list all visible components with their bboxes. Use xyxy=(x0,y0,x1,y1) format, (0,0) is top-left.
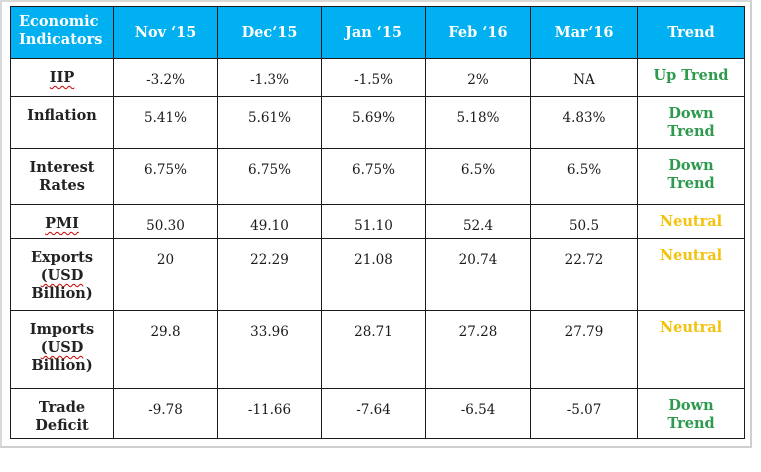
trend-line: Trend xyxy=(667,123,715,140)
cell-jan-15: -7.64 xyxy=(321,388,426,439)
cell-nov-15: 20 xyxy=(113,238,218,311)
label-line: Billion) xyxy=(31,285,93,302)
cell-jan-15: 5.69% xyxy=(321,96,426,149)
header-feb-16: Feb ‘16 xyxy=(425,6,531,59)
row-label: Inflation xyxy=(10,96,114,149)
trend-line: Neutral xyxy=(659,319,723,336)
cell-jan-15: -1.5% xyxy=(321,58,426,97)
table-row-imports: Imports (USD Billion) 29.8 33.96 28.71 27.… xyxy=(10,310,745,389)
cell-jan-15: 6.75% xyxy=(321,148,426,205)
trend-cell: Down Trend xyxy=(637,96,745,149)
label-line: Rates xyxy=(39,177,85,194)
trend-line: Up Trend xyxy=(653,67,729,84)
row-label: Imports (USD Billion) xyxy=(10,310,114,389)
cell-feb-16: 5.18% xyxy=(425,96,531,149)
trend-cell: Neutral xyxy=(637,204,745,239)
cell-dec-15: 22.29 xyxy=(217,238,322,311)
cell-mar-16: NA xyxy=(530,58,638,97)
trend-line: Neutral xyxy=(659,213,723,230)
table-row-exports: Exports (USD Billion) 20 22.29 21.08 20.74… xyxy=(10,238,745,311)
cell-nov-15: -3.2% xyxy=(113,58,218,97)
label-line: Deficit xyxy=(35,417,89,434)
cell-dec-15: -11.66 xyxy=(217,388,322,439)
row-label: Interest Rates xyxy=(10,148,114,205)
cell-mar-16: 4.83% xyxy=(530,96,638,149)
label-line: Imports xyxy=(29,321,95,338)
cell-jan-15: 28.71 xyxy=(321,310,426,389)
cell-nov-15: 50.30 xyxy=(113,204,218,239)
header-nov-15: Nov ‘15 xyxy=(113,6,218,59)
cell-nov-15: 29.8 xyxy=(113,310,218,389)
cell-dec-15: 6.75% xyxy=(217,148,322,205)
label-line: (USD xyxy=(40,267,84,284)
cell-jan-15: 21.08 xyxy=(321,238,426,311)
row-label: IIP xyxy=(10,58,114,97)
trend-line: Down xyxy=(668,157,714,174)
cell-feb-16: 6.5% xyxy=(425,148,531,205)
cell-nov-15: 5.41% xyxy=(113,96,218,149)
header-jan-15: Jan ‘15 xyxy=(321,6,426,59)
cell-mar-16: 50.5 xyxy=(530,204,638,239)
trend-line: Neutral xyxy=(659,247,723,264)
trend-line: Trend xyxy=(667,415,715,432)
label-line: (USD xyxy=(40,339,84,356)
header-economic-indicators: Economic Indicators xyxy=(10,6,114,59)
header-row: Economic Indicators Nov ‘15 Dec‘15 Jan ‘… xyxy=(10,6,745,59)
trend-cell: Down Trend xyxy=(637,148,745,205)
trend-cell: Neutral xyxy=(637,310,745,389)
cell-mar-16: 22.72 xyxy=(530,238,638,311)
table-row-iip: IIP -3.2% -1.3% -1.5% 2% NA Up Trend xyxy=(10,58,745,97)
table-row-interest-rates: Interest Rates 6.75% 6.75% 6.75% 6.5% 6.5… xyxy=(10,148,745,205)
trend-cell: Down Trend xyxy=(637,388,745,439)
row-label: PMI xyxy=(10,204,114,239)
cell-nov-15: -9.78 xyxy=(113,388,218,439)
trend-line: Trend xyxy=(667,175,715,192)
cell-mar-16: 6.5% xyxy=(530,148,638,205)
label-line: Interest xyxy=(29,159,95,176)
label-line: PMI xyxy=(45,215,79,232)
trend-cell: Neutral xyxy=(637,238,745,311)
cell-mar-16: -5.07 xyxy=(530,388,638,439)
row-label: Trade Deficit xyxy=(10,388,114,439)
trend-line: Down xyxy=(668,397,714,414)
label-line: Billion) xyxy=(31,357,93,374)
cell-feb-16: 52.4 xyxy=(425,204,531,239)
cell-mar-16: 27.79 xyxy=(530,310,638,389)
table-row-trade-deficit: Trade Deficit -9.78 -11.66 -7.64 -6.54 -5… xyxy=(10,388,745,439)
label-line: Trade xyxy=(38,399,86,416)
table-row-pmi: PMI 50.30 49.10 51.10 52.4 50.5 Neutral xyxy=(10,204,745,239)
trend-cell: Up Trend xyxy=(637,58,745,97)
cell-dec-15: -1.3% xyxy=(217,58,322,97)
header-dec-15: Dec‘15 xyxy=(217,6,322,59)
table-row-inflation: Inflation 5.41% 5.61% 5.69% 5.18% 4.83% … xyxy=(10,96,745,149)
cell-dec-15: 5.61% xyxy=(217,96,322,149)
cell-feb-16: 27.28 xyxy=(425,310,531,389)
cell-dec-15: 49.10 xyxy=(217,204,322,239)
header-trend: Trend xyxy=(637,6,745,59)
row-label: Exports (USD Billion) xyxy=(10,238,114,311)
cell-feb-16: -6.54 xyxy=(425,388,531,439)
label-line: Inflation xyxy=(27,107,97,124)
label-line: Exports xyxy=(30,249,93,266)
cell-nov-15: 6.75% xyxy=(113,148,218,205)
header-mar-16: Mar‘16 xyxy=(530,6,638,59)
cell-feb-16: 20.74 xyxy=(425,238,531,311)
cell-feb-16: 2% xyxy=(425,58,531,97)
cell-jan-15: 51.10 xyxy=(321,204,426,239)
cell-dec-15: 33.96 xyxy=(217,310,322,389)
label-line: IIP xyxy=(49,69,75,86)
trend-line: Down xyxy=(668,105,714,122)
economic-indicators-table: Economic Indicators Nov ‘15 Dec‘15 Jan ‘… xyxy=(10,6,745,439)
